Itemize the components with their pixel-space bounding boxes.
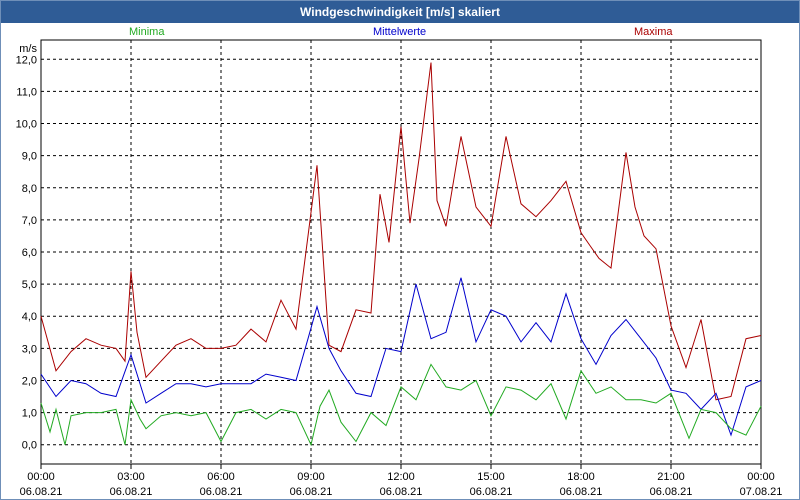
- legend-minima: Minima: [129, 26, 165, 38]
- x-tick-time: 12:00: [387, 471, 415, 483]
- x-tick-time: 03:00: [117, 471, 145, 483]
- x-tick-date: 06.08.21: [560, 486, 603, 498]
- x-tick-date: 06.08.21: [20, 486, 63, 498]
- y-tick-label: 10,0: [16, 119, 37, 131]
- y-tick-label: 1,0: [22, 408, 37, 420]
- x-tick-date: 07.08.21: [740, 486, 783, 498]
- y-axis-label: m/s: [19, 43, 37, 55]
- y-tick-label: 0,0: [22, 440, 37, 452]
- y-tick-label: 3,0: [22, 343, 37, 355]
- x-tick-time: 00:00: [27, 471, 55, 483]
- x-tick-time: 18:00: [567, 471, 595, 483]
- x-tick-time: 06:00: [207, 471, 235, 483]
- x-tick-date: 06.08.21: [470, 486, 513, 498]
- y-tick-label: 7,0: [22, 215, 37, 227]
- y-tick-label: 4,0: [22, 311, 37, 323]
- y-tick-label: 12,0: [16, 54, 37, 66]
- x-tick-time: 21:00: [657, 471, 685, 483]
- y-tick-label: 5,0: [22, 279, 37, 291]
- x-tick-time: 15:00: [477, 471, 505, 483]
- x-tick-date: 06.08.21: [290, 486, 333, 498]
- x-tick-date: 06.08.21: [380, 486, 423, 498]
- x-tick-date: 06.08.21: [200, 486, 243, 498]
- x-tick-date: 06.08.21: [650, 486, 693, 498]
- series-line-mittelwerte: [40, 277, 762, 437]
- y-tick-label: 6,0: [22, 247, 37, 259]
- series-line-minima: [40, 363, 762, 447]
- y-tick-label: 8,0: [22, 183, 37, 195]
- legend-maxima: Maxima: [634, 26, 673, 38]
- y-tick-label: 9,0: [22, 151, 37, 163]
- y-tick-label: 11,0: [16, 86, 37, 98]
- chart-title: Windgeschwindigkeit [m/s] skaliert: [1, 1, 799, 23]
- x-tick-time: 09:00: [297, 471, 325, 483]
- y-tick-label: 2,0: [22, 375, 37, 387]
- x-tick-date: 06.08.21: [110, 486, 153, 498]
- x-tick-time: 00:00: [747, 471, 775, 483]
- series-line-maxima: [40, 62, 762, 401]
- legend-mittelwerte: Mittelwerte: [373, 26, 427, 38]
